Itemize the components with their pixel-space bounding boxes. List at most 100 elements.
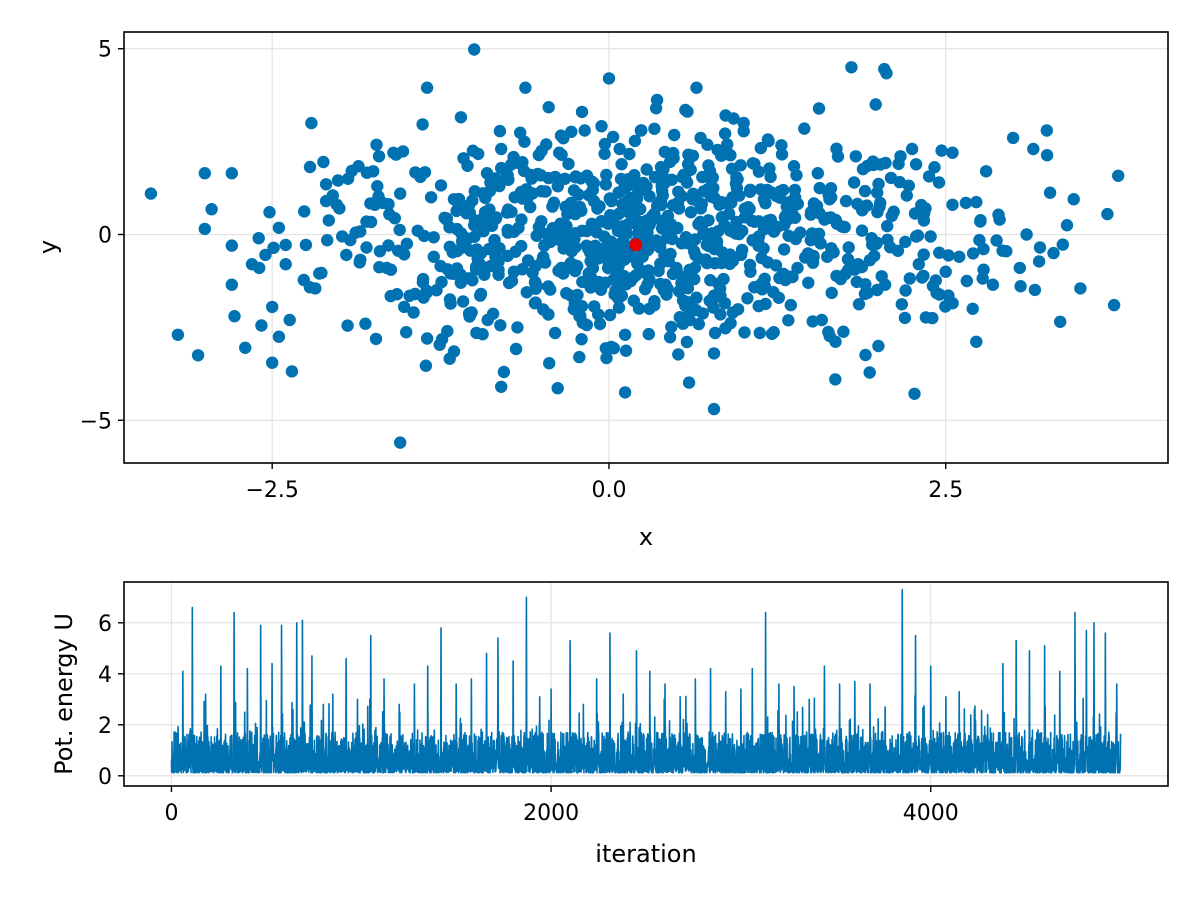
scatter-point bbox=[532, 148, 545, 162]
scatter-point bbox=[825, 286, 838, 300]
scatter-point bbox=[824, 182, 838, 195]
scatter-point bbox=[1112, 169, 1125, 182]
scatter-point bbox=[1040, 149, 1054, 162]
scatter-point bbox=[922, 170, 936, 183]
scatter-point bbox=[198, 222, 211, 236]
scatter-point bbox=[1056, 238, 1070, 251]
scatter-y-tick-label: 5 bbox=[98, 38, 112, 63]
scatter-point bbox=[684, 206, 698, 219]
scatter-point bbox=[599, 178, 612, 191]
scatter-point bbox=[830, 142, 843, 155]
scatter-point bbox=[743, 202, 756, 216]
scatter-point bbox=[1033, 241, 1047, 254]
scatter-point bbox=[935, 144, 948, 157]
scatter-point bbox=[839, 194, 853, 208]
scatter-point bbox=[272, 330, 286, 343]
scatter-point bbox=[697, 185, 711, 198]
scatter-point bbox=[373, 261, 386, 274]
scatter-point bbox=[1028, 283, 1042, 297]
scatter-point bbox=[611, 224, 625, 237]
scatter-highlight bbox=[629, 238, 643, 252]
scatter-point bbox=[782, 314, 795, 327]
scatter-point bbox=[815, 313, 828, 327]
scatter-point bbox=[434, 179, 448, 192]
scatter-point bbox=[333, 202, 346, 215]
scatter-point bbox=[977, 242, 990, 256]
scatter-point bbox=[560, 287, 573, 300]
scatter-point bbox=[601, 261, 615, 275]
scatter-point bbox=[228, 310, 241, 323]
scatter-point bbox=[650, 93, 664, 107]
scatter-point bbox=[845, 61, 858, 74]
scatter-point bbox=[575, 333, 588, 346]
scatter-point bbox=[372, 150, 386, 163]
scatter-point bbox=[382, 198, 395, 211]
scatter-point bbox=[908, 387, 921, 400]
scatter-point bbox=[736, 224, 749, 238]
scatter-point bbox=[634, 124, 647, 137]
scatter-point bbox=[681, 282, 695, 295]
scatter-point bbox=[851, 197, 864, 211]
scatter-point bbox=[859, 348, 872, 362]
scatter-point bbox=[712, 277, 725, 290]
scatter-point bbox=[370, 138, 383, 151]
scatter-point bbox=[765, 327, 779, 341]
scatter-point bbox=[899, 235, 912, 249]
scatter-point bbox=[895, 298, 908, 311]
scatter-point bbox=[633, 215, 647, 229]
scatter-point bbox=[702, 239, 716, 253]
scatter-point bbox=[488, 172, 502, 185]
scatter-point bbox=[905, 142, 919, 156]
scatter-point bbox=[571, 260, 584, 273]
scatter-point bbox=[863, 366, 876, 379]
scatter-point bbox=[694, 215, 707, 229]
scatter-point bbox=[485, 213, 498, 227]
scatter-point bbox=[855, 224, 869, 237]
scatter-point bbox=[681, 105, 694, 118]
scatter-point bbox=[617, 241, 631, 255]
scatter-point bbox=[687, 245, 701, 258]
scatter-point bbox=[643, 218, 656, 231]
scatter-point bbox=[468, 43, 481, 56]
scatter-point bbox=[884, 241, 897, 254]
scatter-point bbox=[341, 319, 354, 332]
scatter-point bbox=[618, 253, 631, 266]
scatter-point bbox=[582, 188, 595, 202]
scatter-point bbox=[868, 249, 881, 263]
scatter-point bbox=[369, 332, 383, 346]
scatter-point bbox=[842, 241, 855, 254]
scatter-point bbox=[255, 319, 268, 332]
scatter-point bbox=[852, 298, 866, 311]
scatter-point bbox=[535, 215, 548, 228]
scatter-point bbox=[663, 331, 677, 344]
scatter-point bbox=[729, 177, 743, 190]
scatter-point bbox=[821, 211, 835, 225]
scatter-frame bbox=[123, 31, 1169, 464]
scatter-point bbox=[643, 273, 656, 286]
scatter-point bbox=[352, 160, 365, 173]
scatter-point bbox=[859, 278, 872, 291]
scatter-point bbox=[562, 157, 575, 171]
scatter-point bbox=[878, 62, 891, 76]
scatter-point bbox=[272, 221, 286, 234]
scatter-point bbox=[648, 170, 662, 184]
scatter-point bbox=[305, 116, 318, 130]
scatter-point bbox=[593, 317, 607, 331]
scatter-point bbox=[894, 150, 907, 163]
scatter-point bbox=[893, 175, 906, 189]
scatter-point bbox=[665, 320, 678, 334]
scatter-point bbox=[407, 306, 420, 319]
scatter-point bbox=[830, 269, 843, 283]
scatter-point bbox=[639, 282, 652, 296]
scatter-point bbox=[697, 226, 710, 239]
scatter-point bbox=[775, 148, 789, 161]
scatter-point bbox=[812, 102, 826, 115]
scatter-point bbox=[551, 382, 564, 395]
scatter-point bbox=[769, 189, 783, 202]
scatter-x-tick-label: 0.0 bbox=[591, 478, 626, 503]
scatter-point bbox=[567, 302, 580, 316]
scatter-point bbox=[398, 248, 411, 261]
scatter-point bbox=[1047, 246, 1060, 260]
scatter-point bbox=[1043, 186, 1057, 199]
